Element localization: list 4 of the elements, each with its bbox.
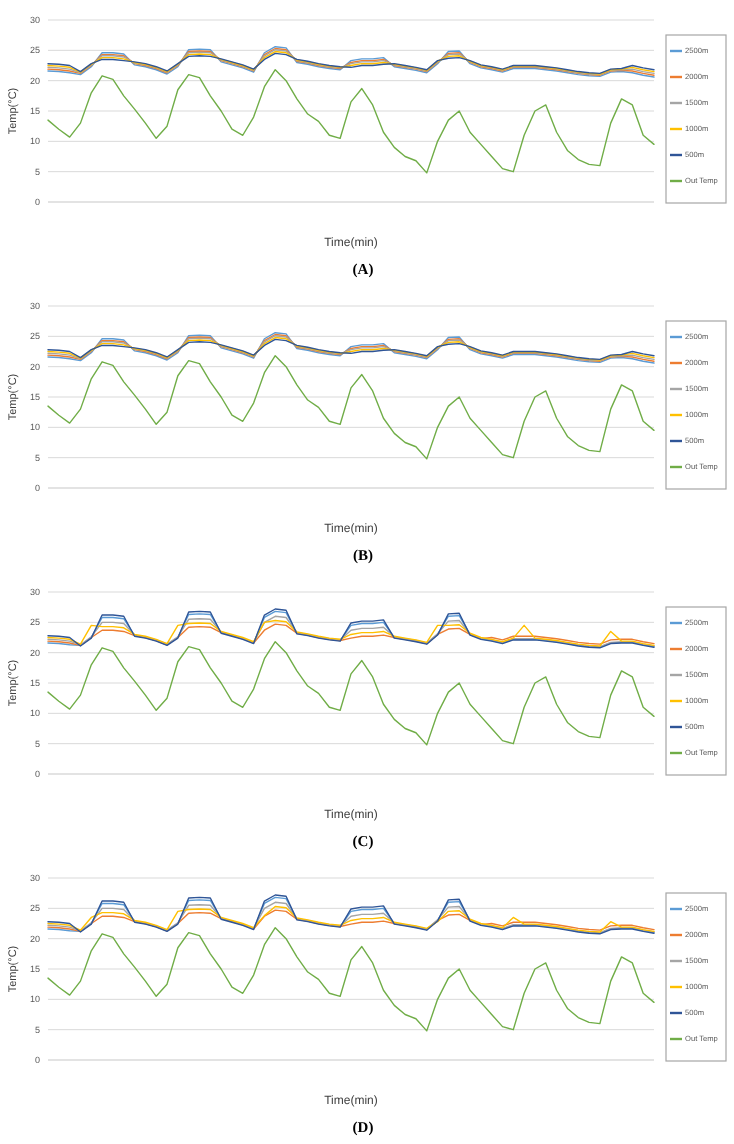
line-series — [47, 641, 655, 746]
line-series — [47, 355, 655, 460]
line-series — [47, 927, 655, 1032]
line-series — [47, 69, 655, 174]
